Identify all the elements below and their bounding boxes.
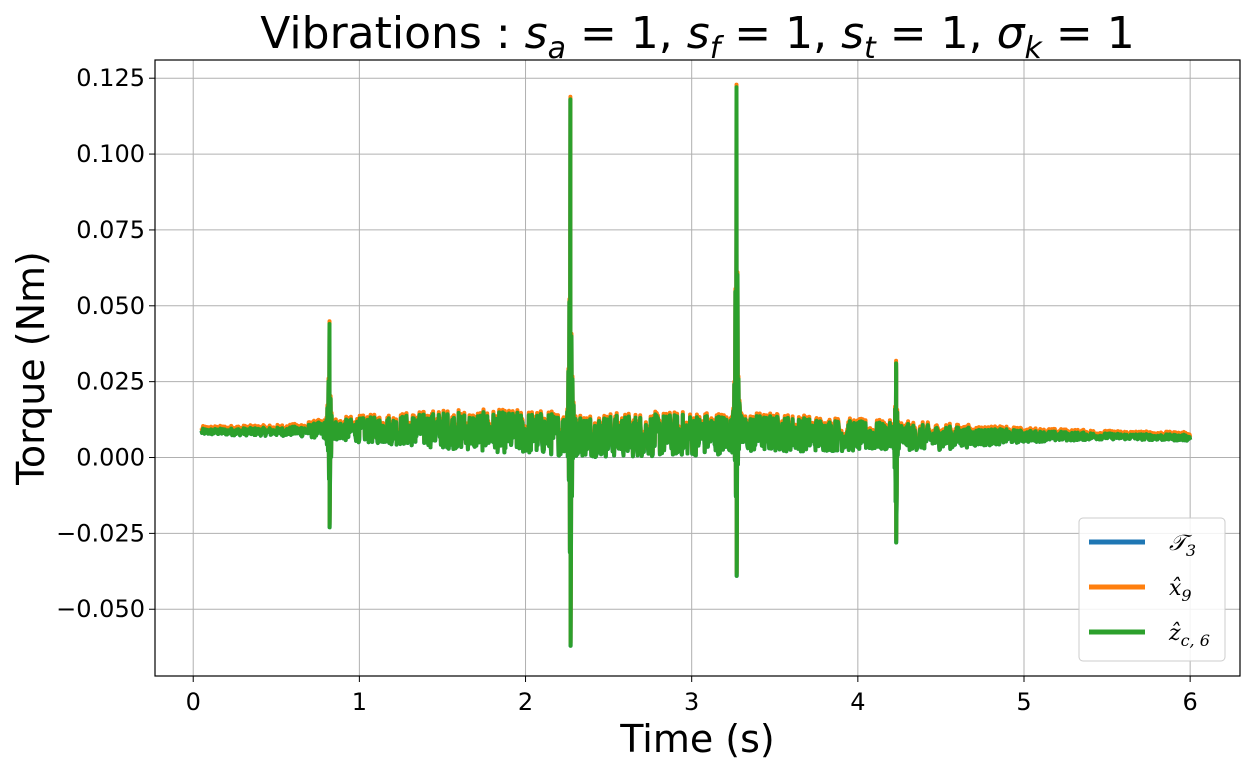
series-line-2 xyxy=(199,82,1193,645)
legend-label: x̂9 xyxy=(1169,576,1192,605)
x-tick-label: 0 xyxy=(186,688,201,716)
x-tick-label: 5 xyxy=(1016,688,1031,716)
series-line-3 xyxy=(199,85,1193,648)
y-tick-label: 0.100 xyxy=(76,140,145,168)
x-tick-label: 3 xyxy=(684,688,699,716)
x-tick-label: 2 xyxy=(518,688,533,716)
plot-frame xyxy=(154,59,1241,677)
series-line-1 xyxy=(199,85,1193,648)
y-tick-label: 0.000 xyxy=(76,444,145,472)
x-axis-ticks: 0 1 2 3 4 5 6 xyxy=(186,676,1198,716)
y-tick-label: 0.025 xyxy=(76,368,145,396)
y-tick-label: −0.025 xyxy=(56,519,145,547)
x-axis-label: Time (s) xyxy=(619,717,775,761)
series-lines xyxy=(199,82,1193,648)
chart-title-text: Vibrations : sa = 1, sf = 1, st = 1, σk … xyxy=(260,8,1134,66)
legend-label: ẑc, 6 xyxy=(1168,621,1210,650)
legend-box xyxy=(1078,517,1226,662)
x-tick-label: 1 xyxy=(352,688,367,716)
y-tick-label: 0.075 xyxy=(76,216,145,244)
legend: 𝒯3x̂9ẑc, 6 xyxy=(1078,517,1226,662)
x-tick-label: 4 xyxy=(850,688,865,716)
y-tick-label: 0.125 xyxy=(76,64,145,92)
grid xyxy=(155,60,1240,676)
y-axis-ticks: −0.050 −0.025 0.000 0.025 0.050 0.075 0.100 0.1… xyxy=(56,64,155,623)
y-axis-label: Torque (Nm) xyxy=(9,251,53,486)
y-tick-label: 0.050 xyxy=(76,292,145,320)
chart-title: Vibrations : sa = 1, sf = 1, st = 1, σk … xyxy=(260,8,1134,66)
x-tick-label: 6 xyxy=(1183,688,1198,716)
y-tick-label: −0.050 xyxy=(56,595,145,623)
